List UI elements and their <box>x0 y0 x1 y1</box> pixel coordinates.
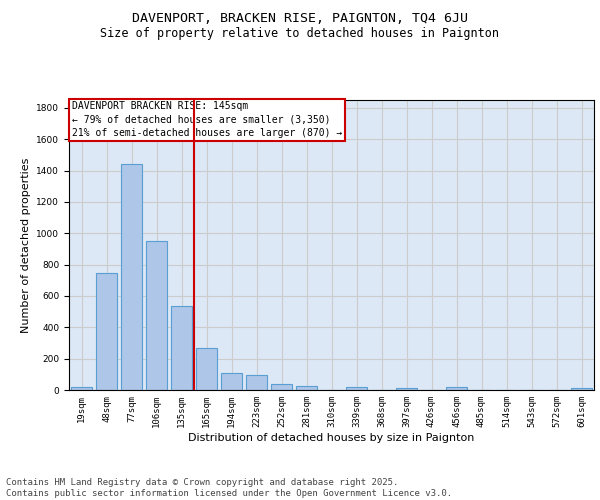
Text: Size of property relative to detached houses in Paignton: Size of property relative to detached ho… <box>101 28 499 40</box>
Bar <box>296 386 317 390</box>
Bar <box>121 164 142 390</box>
Text: Contains HM Land Registry data © Crown copyright and database right 2025.
Contai: Contains HM Land Registry data © Crown c… <box>6 478 452 498</box>
Bar <box>221 373 242 390</box>
Bar <box>246 375 267 390</box>
Bar <box>71 387 92 390</box>
Bar <box>146 241 167 390</box>
X-axis label: Distribution of detached houses by size in Paignton: Distribution of detached houses by size … <box>188 432 475 442</box>
Bar <box>396 388 417 390</box>
Text: DAVENPORT, BRACKEN RISE, PAIGNTON, TQ4 6JU: DAVENPORT, BRACKEN RISE, PAIGNTON, TQ4 6… <box>132 12 468 26</box>
Bar <box>346 387 367 390</box>
Bar <box>446 387 467 390</box>
Bar <box>196 348 217 390</box>
Bar <box>571 388 592 390</box>
Bar <box>171 306 192 390</box>
Bar <box>271 384 292 390</box>
Bar <box>96 273 117 390</box>
Y-axis label: Number of detached properties: Number of detached properties <box>21 158 31 332</box>
Text: DAVENPORT BRACKEN RISE: 145sqm
← 79% of detached houses are smaller (3,350)
21% : DAVENPORT BRACKEN RISE: 145sqm ← 79% of … <box>71 102 342 138</box>
